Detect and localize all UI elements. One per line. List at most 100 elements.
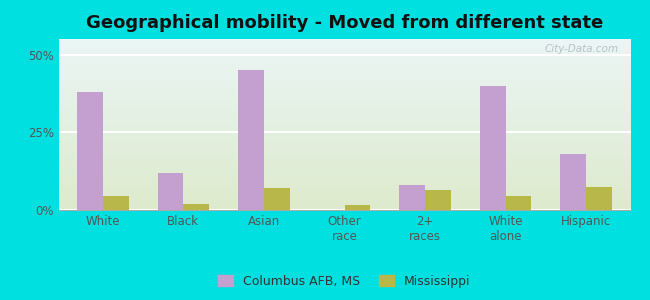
Bar: [58, 145, 630, 146]
Bar: [58, 125, 630, 126]
Bar: [58, 112, 630, 113]
Bar: [58, 119, 630, 120]
Bar: [58, 69, 630, 70]
Bar: [58, 185, 630, 186]
Bar: [58, 157, 630, 158]
Bar: [58, 117, 630, 118]
Bar: [58, 179, 630, 180]
Bar: [58, 97, 630, 98]
Bar: [58, 63, 630, 64]
Bar: [58, 108, 630, 109]
Bar: [58, 42, 630, 43]
Bar: [58, 150, 630, 151]
Bar: [58, 100, 630, 101]
Bar: [58, 83, 630, 84]
Bar: [58, 60, 630, 61]
Bar: [58, 111, 630, 112]
Bar: [58, 77, 630, 78]
Bar: [58, 88, 630, 89]
Bar: [58, 163, 630, 164]
Bar: [58, 178, 630, 179]
Bar: [58, 141, 630, 142]
Bar: [58, 70, 630, 71]
Bar: [58, 142, 630, 143]
Bar: [58, 193, 630, 194]
Bar: [58, 96, 630, 97]
Bar: [58, 62, 630, 63]
Bar: [58, 46, 630, 47]
Bar: [58, 86, 630, 87]
Bar: [58, 168, 630, 169]
Bar: [58, 107, 630, 108]
Bar: [58, 186, 630, 187]
Bar: [58, 55, 630, 56]
Bar: [58, 199, 630, 200]
Bar: [58, 206, 630, 207]
Bar: [103, 196, 129, 210]
Bar: [506, 196, 532, 210]
Bar: [58, 64, 630, 65]
Bar: [58, 43, 630, 44]
Bar: [58, 191, 630, 192]
Bar: [58, 45, 630, 46]
Bar: [58, 68, 630, 69]
Bar: [58, 99, 630, 100]
Bar: [58, 177, 630, 178]
Bar: [58, 187, 630, 188]
Bar: [58, 155, 630, 156]
Bar: [58, 53, 630, 54]
Bar: [58, 175, 630, 176]
Bar: [58, 158, 630, 159]
Bar: [58, 148, 630, 149]
Bar: [58, 149, 630, 150]
Bar: [238, 70, 264, 210]
Bar: [58, 188, 630, 189]
Bar: [58, 122, 630, 123]
Bar: [58, 41, 630, 42]
Bar: [58, 127, 630, 128]
Bar: [58, 73, 630, 74]
Bar: [560, 154, 586, 210]
Bar: [58, 200, 630, 201]
Bar: [58, 76, 630, 77]
Bar: [58, 205, 630, 206]
Bar: [58, 129, 630, 130]
Bar: [58, 95, 630, 96]
Bar: [58, 79, 630, 80]
Bar: [58, 102, 630, 103]
Bar: [58, 143, 630, 144]
Bar: [399, 185, 425, 210]
Bar: [58, 126, 630, 127]
Bar: [58, 170, 630, 171]
Bar: [58, 198, 630, 199]
Bar: [58, 167, 630, 168]
Bar: [58, 80, 630, 81]
Bar: [58, 105, 630, 106]
Title: Geographical mobility - Moved from different state: Geographical mobility - Moved from diffe…: [86, 14, 603, 32]
Bar: [58, 87, 630, 88]
Bar: [58, 172, 630, 173]
Bar: [58, 39, 630, 40]
Bar: [58, 57, 630, 58]
Bar: [58, 144, 630, 145]
Bar: [425, 190, 451, 210]
Bar: [58, 131, 630, 132]
Bar: [58, 203, 630, 204]
Bar: [58, 114, 630, 115]
Bar: [58, 106, 630, 107]
Bar: [58, 159, 630, 160]
Bar: [58, 98, 630, 99]
Bar: [58, 130, 630, 131]
Bar: [58, 169, 630, 170]
Bar: [58, 156, 630, 157]
Bar: [58, 113, 630, 114]
Bar: [58, 138, 630, 139]
Bar: [58, 146, 630, 147]
Bar: [58, 66, 630, 67]
Bar: [58, 101, 630, 102]
Bar: [58, 72, 630, 73]
Bar: [58, 103, 630, 104]
Bar: [58, 147, 630, 148]
Bar: [58, 40, 630, 41]
Bar: [58, 162, 630, 163]
